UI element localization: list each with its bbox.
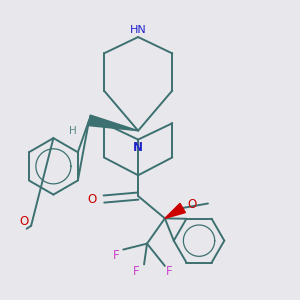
Text: F: F xyxy=(133,266,140,278)
Text: O: O xyxy=(87,193,97,206)
Text: F: F xyxy=(166,266,172,278)
Text: O: O xyxy=(187,198,196,211)
Polygon shape xyxy=(88,115,138,131)
Text: F: F xyxy=(112,249,119,262)
Text: N: N xyxy=(133,140,143,154)
Text: O: O xyxy=(19,215,28,228)
Polygon shape xyxy=(165,203,185,218)
Text: H: H xyxy=(69,126,77,136)
Text: HN: HN xyxy=(130,25,146,34)
